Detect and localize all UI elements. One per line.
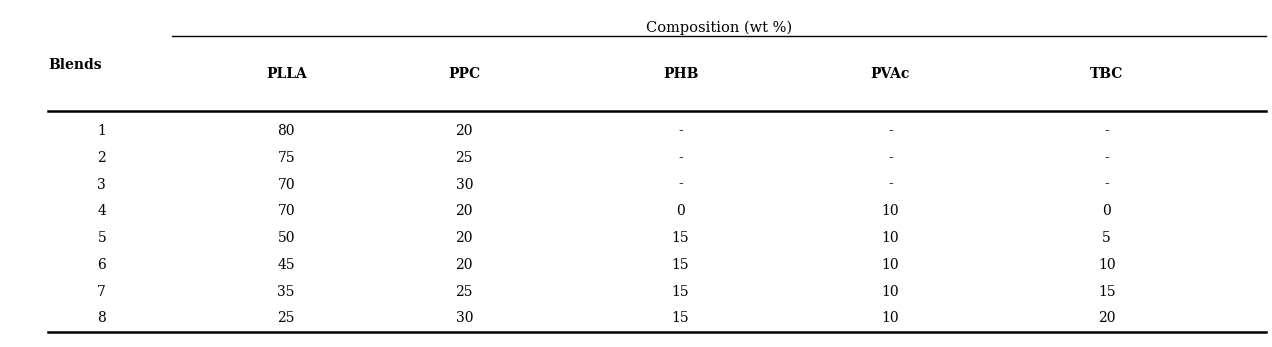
Text: 70: 70 — [277, 204, 295, 218]
Text: 35: 35 — [277, 285, 295, 298]
Text: PHB: PHB — [663, 67, 698, 81]
Text: 5: 5 — [1103, 231, 1110, 245]
Text: Blends: Blends — [48, 58, 102, 72]
Text: 4: 4 — [98, 204, 106, 218]
Text: -: - — [1104, 124, 1109, 138]
Text: TBC: TBC — [1090, 67, 1123, 81]
Text: 10: 10 — [881, 285, 899, 298]
Text: 10: 10 — [881, 311, 899, 325]
Text: -: - — [678, 151, 683, 165]
Text: -: - — [678, 178, 683, 192]
Text: 20: 20 — [455, 204, 473, 218]
Text: 8: 8 — [98, 311, 106, 325]
Text: PVAc: PVAc — [871, 67, 909, 81]
Text: 15: 15 — [1098, 285, 1116, 298]
Text: -: - — [1104, 178, 1109, 192]
Text: -: - — [888, 178, 893, 192]
Text: -: - — [888, 151, 893, 165]
Text: 45: 45 — [277, 258, 295, 272]
Text: 20: 20 — [1098, 311, 1116, 325]
Text: -: - — [1104, 151, 1109, 165]
Text: 30: 30 — [455, 178, 473, 192]
Text: 20: 20 — [455, 124, 473, 138]
Text: PLLA: PLLA — [266, 67, 307, 81]
Text: 25: 25 — [277, 311, 295, 325]
Text: 30: 30 — [455, 311, 473, 325]
Text: 75: 75 — [277, 151, 295, 165]
Text: 70: 70 — [277, 178, 295, 192]
Text: 6: 6 — [98, 258, 106, 272]
Text: 25: 25 — [455, 285, 473, 298]
Text: PPC: PPC — [448, 67, 481, 81]
Text: 15: 15 — [672, 311, 689, 325]
Text: 15: 15 — [672, 231, 689, 245]
Text: 0: 0 — [677, 204, 684, 218]
Text: 10: 10 — [1098, 258, 1116, 272]
Text: 0: 0 — [1103, 204, 1110, 218]
Text: 10: 10 — [881, 231, 899, 245]
Text: 10: 10 — [881, 258, 899, 272]
Text: 7: 7 — [98, 285, 106, 298]
Text: 15: 15 — [672, 285, 689, 298]
Text: 25: 25 — [455, 151, 473, 165]
Text: -: - — [888, 124, 893, 138]
Text: -: - — [678, 124, 683, 138]
Text: 1: 1 — [98, 124, 106, 138]
Text: 2: 2 — [98, 151, 106, 165]
Text: 80: 80 — [277, 124, 295, 138]
Text: 5: 5 — [98, 231, 106, 245]
Text: 20: 20 — [455, 231, 473, 245]
Text: Composition (wt %): Composition (wt %) — [646, 20, 791, 35]
Text: 15: 15 — [672, 258, 689, 272]
Text: 50: 50 — [277, 231, 295, 245]
Text: 3: 3 — [98, 178, 106, 192]
Text: 10: 10 — [881, 204, 899, 218]
Text: 20: 20 — [455, 258, 473, 272]
